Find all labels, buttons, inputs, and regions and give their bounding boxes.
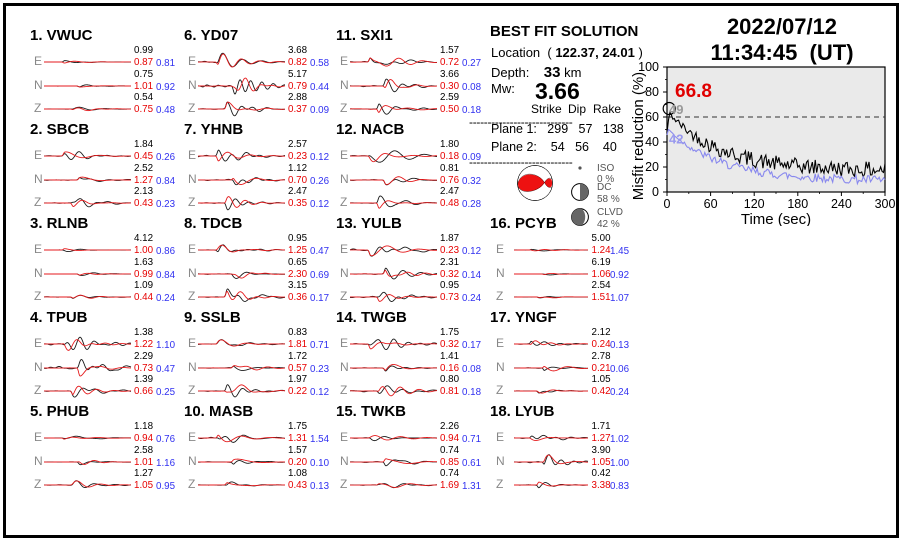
svg-text:120: 120	[744, 197, 765, 211]
svg-text:CLVD: CLVD	[597, 207, 623, 218]
svg-text:DC: DC	[597, 182, 611, 193]
svg-text:0: 0	[652, 185, 659, 199]
svg-text:42 %: 42 %	[597, 219, 620, 230]
svg-text:300: 300	[875, 197, 896, 211]
svg-text:0: 0	[664, 197, 671, 211]
svg-text:60: 60	[704, 197, 718, 211]
svg-text:66.8: 66.8	[675, 81, 712, 102]
svg-text:ISO: ISO	[597, 163, 614, 174]
svg-text:180: 180	[787, 197, 808, 211]
svg-text:49: 49	[669, 102, 683, 117]
svg-text:58 %: 58 %	[597, 194, 620, 205]
svg-text:240: 240	[831, 197, 852, 211]
svg-text:42: 42	[669, 132, 683, 147]
svg-text:Time (sec): Time (sec)	[741, 211, 811, 226]
